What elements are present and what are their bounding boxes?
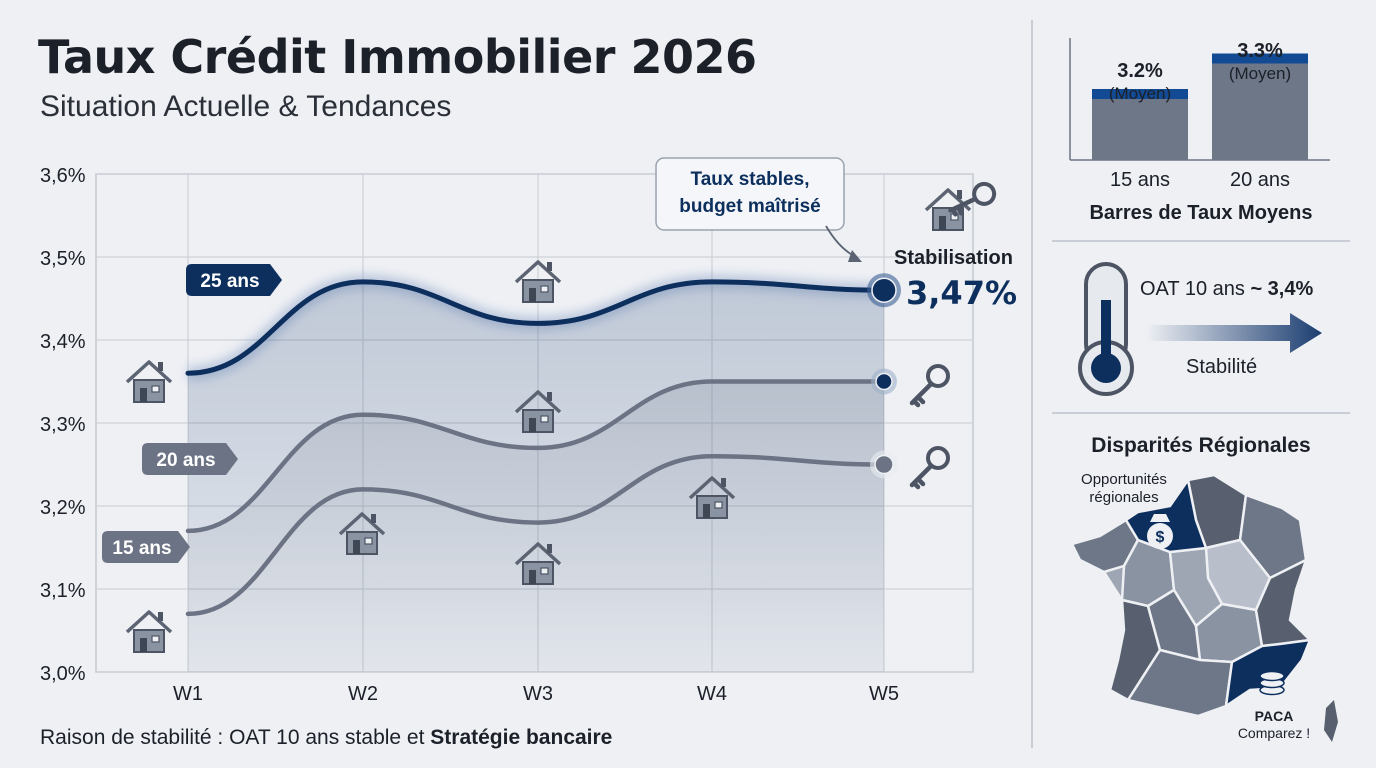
series-line	[185, 379, 887, 534]
bar-sub-label: (Moyen)	[1108, 84, 1172, 103]
y-tick-label: 3,0%	[40, 663, 86, 685]
house-icon	[125, 360, 173, 404]
callout-bubble: Taux stables, budget maîtrisé	[655, 157, 862, 262]
x-tick-label: W1	[173, 683, 203, 705]
france-map	[1070, 473, 1338, 742]
oat-label: OAT 10 ans ~ 3,4%	[1140, 278, 1314, 300]
regions-note: Opportunités régionales	[1081, 471, 1167, 506]
panel-divider	[1031, 20, 1033, 748]
oat-trend: Stabilité	[1186, 356, 1258, 378]
key-icon	[912, 366, 948, 405]
series-label-tag: 20 ans	[142, 443, 238, 475]
y-tick-label: 3,5%	[40, 248, 86, 270]
coins-icon	[1259, 670, 1285, 696]
bar-category-label: 20 ans	[1229, 169, 1291, 191]
section-divider	[1052, 240, 1350, 242]
y-tick-label: 3,2%	[40, 497, 86, 519]
page-title: Taux Crédit Immobilier 2026	[38, 30, 757, 84]
x-tick-label: W5	[869, 683, 899, 705]
bar-sub-label: (Moyen)	[1228, 64, 1292, 83]
side-panel-graphics: $	[1069, 38, 1338, 742]
end-label: Stabilisation	[894, 247, 1013, 269]
bar-category-label: 15 ans	[1109, 169, 1171, 191]
bar	[1092, 89, 1188, 160]
callout-text: budget maîtrisé	[679, 196, 820, 217]
key-icon	[912, 448, 948, 487]
end-value: 3,47%	[906, 274, 1017, 312]
series-label: 25 ans	[200, 271, 259, 292]
x-tick-label: W2	[348, 683, 378, 705]
regions-title: Disparités Régionales	[1091, 434, 1311, 457]
y-tick-label: 3,3%	[40, 414, 86, 436]
series-label: 15 ans	[112, 538, 171, 559]
page-subtitle: Situation Actuelle & Tendances	[40, 90, 452, 123]
callout-arrow-head	[848, 250, 862, 262]
footer-note: Raison de stabilité : OAT 10 ans stable …	[40, 726, 613, 749]
series-line	[185, 453, 887, 617]
paca-label: PACA Comparez !	[1237, 708, 1311, 741]
money-bag-icon: $	[1147, 514, 1173, 549]
endpoint-marker	[875, 372, 893, 391]
bars-title: Barres de Taux Moyens	[1089, 202, 1313, 224]
svg-text:$: $	[1156, 529, 1165, 546]
y-tick-label: 3,6%	[40, 165, 86, 187]
house-icon	[125, 610, 173, 654]
series-label-tag: 15 ans	[102, 531, 190, 563]
x-tick-label: W3	[523, 683, 553, 705]
y-tick-label: 3,1%	[40, 580, 86, 602]
endpoint-marker	[871, 277, 897, 303]
rate-line-chart: 25 ans 20 ans 15 ans Taux stables, budget ma…	[40, 157, 1017, 705]
y-tick-label: 3,4%	[40, 331, 86, 353]
series-label: 20 ans	[156, 450, 215, 471]
bar-cap	[1212, 53, 1308, 64]
endpoint-marker	[874, 454, 894, 475]
series-label-tag: 25 ans	[186, 264, 282, 296]
callout-text: Taux stables,	[691, 169, 810, 190]
bar-cap	[1092, 89, 1188, 99]
bar-value-label: 3.3%	[1237, 40, 1283, 62]
bar-value-label: 3.2%	[1117, 60, 1163, 82]
section-divider	[1052, 412, 1350, 414]
bar	[1212, 53, 1308, 160]
thermometer-icon	[1078, 262, 1134, 396]
x-tick-label: W4	[697, 683, 727, 705]
trend-arrow-icon	[1146, 313, 1322, 353]
series-line	[185, 279, 887, 376]
house-icon	[924, 188, 972, 232]
